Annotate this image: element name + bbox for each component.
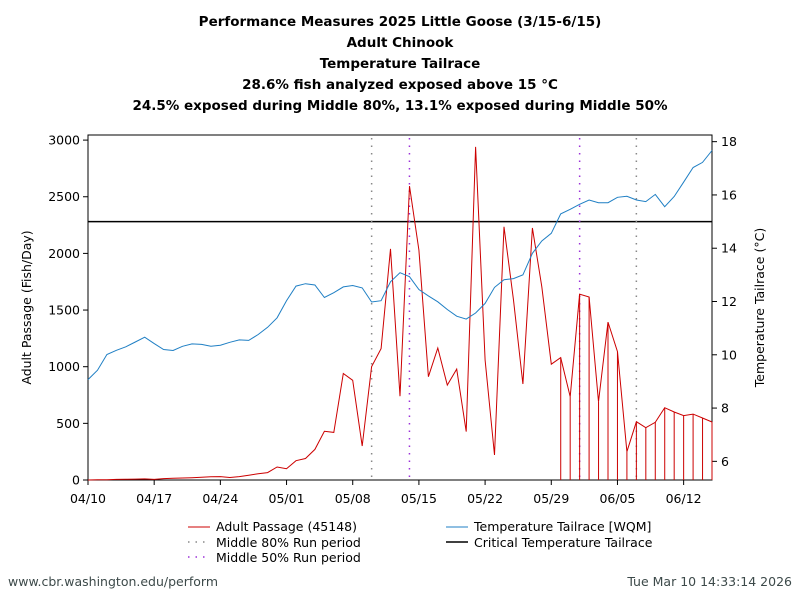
right-axis-tick-label: 12 [721,294,737,309]
legend-critical-label: Critical Temperature Tailrace [474,535,653,550]
right-axis-tick-label: 10 [721,347,737,362]
left-axis-tick-label: 1000 [48,359,80,374]
left-axis-tick-label: 2000 [48,246,80,261]
x-axis-tick-label: 04/24 [202,491,238,506]
x-axis-tick-label: 04/17 [136,491,172,506]
left-axis-tick-label: 2500 [48,189,80,204]
left-axis-tick-label: 500 [56,416,80,431]
chart-title-line-1: Performance Measures 2025 Little Goose (… [198,14,602,30]
right-axis-tick-label: 6 [721,454,729,469]
footer-url[interactable]: www.cbr.washington.edu/perform [8,574,219,589]
x-axis-tick-label: 05/22 [467,491,503,506]
left-axis-tick-label: 3000 [48,133,80,148]
x-axis-tick-label: 05/01 [269,491,305,506]
x-axis-tick-label: 04/10 [70,491,106,506]
footer-timestamp: Tue Mar 10 14:33:14 2026 [627,574,792,589]
right-axis-tick-label: 18 [721,134,737,149]
x-axis-tick-label: 06/05 [599,491,635,506]
chart-title-line-3: Temperature Tailrace [319,56,481,72]
left-axis-tick-label: 0 [72,473,80,488]
right-axis-label: Temperature Tailrace (°C) [752,228,767,388]
x-axis-tick-label: 05/29 [533,491,569,506]
plot-frame [87,134,713,481]
x-axis-tick-label: 05/08 [335,491,371,506]
right-axis-tick-label: 8 [721,401,729,416]
chart-title-line-5: 24.5% exposed during Middle 80%, 13.1% e… [132,98,668,114]
left-axis-label: Adult Passage (Fish/Day) [19,230,34,384]
chart-title-line-4: 28.6% fish analyzed exposed above 15 °C [242,77,558,93]
right-axis-tick-label: 14 [721,241,737,256]
legend-middle80-label: Middle 80% Run period [216,535,361,550]
legend-passage-label: Adult Passage (45148) [216,519,357,534]
x-axis-tick-label: 06/12 [666,491,702,506]
legend-middle50-label: Middle 50% Run period [216,550,361,565]
temperature-line [87,150,713,380]
right-axis-tick-label: 16 [721,187,737,202]
x-axis-tick-label: 05/15 [401,491,437,506]
left-axis-tick-label: 1500 [48,303,80,318]
chart-title-line-2: Adult Chinook [346,35,454,51]
legend-temperature-label: Temperature Tailrace [WQM] [474,519,652,534]
